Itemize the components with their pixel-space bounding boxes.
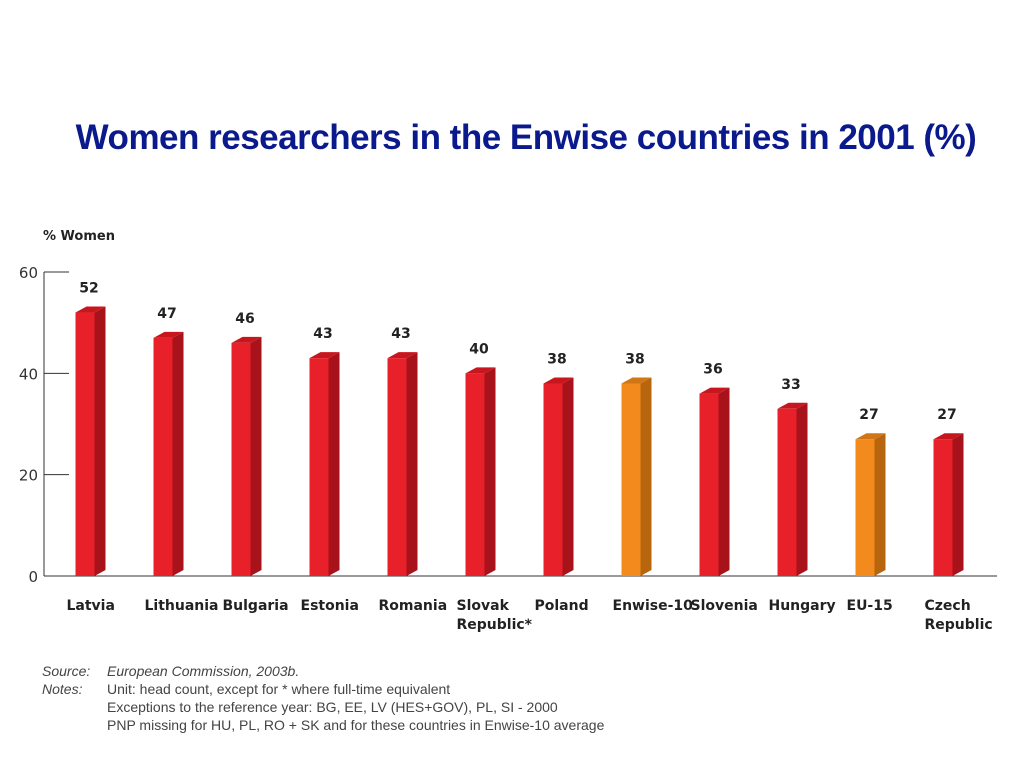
bar-value-label: 43	[313, 326, 332, 342]
category-label: EU-15	[847, 598, 893, 614]
bar-side	[796, 402, 808, 576]
source-row: Source: European Commission, 2003b.	[42, 662, 604, 680]
category-label: Czech	[925, 598, 971, 614]
bar	[777, 408, 797, 576]
bar-value-label: 36	[703, 362, 722, 378]
bar-top	[231, 336, 262, 343]
bar-top	[777, 402, 808, 409]
bar-value-label: 27	[937, 407, 956, 423]
category-label: Bulgaria	[223, 598, 289, 614]
bar-value-label: 47	[157, 306, 176, 322]
bar	[855, 439, 875, 576]
bar-value-label: 40	[469, 341, 489, 357]
category-label: Slovenia	[691, 598, 758, 614]
bar-top	[621, 377, 652, 384]
bar-side	[328, 352, 340, 576]
bar-side	[484, 367, 496, 576]
y-tick-label: 40	[19, 365, 38, 383]
bar-side	[562, 377, 574, 576]
note-line: Unit: head count, except for * where ful…	[107, 681, 451, 697]
bar	[543, 383, 563, 576]
y-tick-label: 0	[28, 568, 38, 586]
bar-value-label: 27	[859, 407, 878, 423]
bar-chart: % Women 0 20 40 60 52 Latvia 47 Lithuania 46 Bulga…	[19, 229, 997, 633]
bar-side	[94, 306, 106, 576]
bar-side	[172, 331, 184, 576]
bar	[231, 342, 251, 576]
bar	[309, 358, 329, 576]
bar-side	[250, 336, 262, 576]
bar-top	[543, 377, 574, 384]
source-text: European Commission, 2003b.	[107, 663, 300, 679]
note-line: PNP missing for HU, PL, RO + SK and for …	[107, 717, 605, 733]
bar-value-label: 43	[391, 326, 410, 342]
y-axis-label: % Women	[43, 229, 115, 244]
category-label: Poland	[535, 598, 589, 614]
category-label: Slovak	[457, 598, 510, 614]
bar-top	[387, 352, 418, 359]
notes-row: Notes: Unit: head count, except for * wh…	[42, 680, 604, 698]
bar-value-label: 33	[781, 377, 800, 393]
category-label: Republic	[925, 617, 993, 633]
bar	[465, 373, 485, 576]
bar-top	[153, 331, 184, 338]
bar	[933, 439, 953, 576]
page-title: Women researchers in the Enwise countrie…	[75, 118, 977, 157]
bar-side	[640, 377, 652, 576]
bar-top	[699, 387, 730, 394]
bar	[387, 358, 407, 576]
bar-side	[406, 352, 418, 576]
bar-top	[855, 433, 886, 440]
bar-top	[465, 367, 496, 374]
chart-notes: Source: European Commission, 2003b. Note…	[42, 662, 604, 734]
category-label: Enwise-10	[613, 598, 694, 614]
category-label: Hungary	[769, 598, 836, 614]
notes-label: Notes:	[42, 681, 83, 697]
bar-value-label: 52	[79, 281, 98, 297]
bar-side	[718, 387, 730, 576]
bar-side	[874, 433, 886, 576]
category-label: Republic*	[457, 617, 533, 633]
notes-row: PNP missing for HU, PL, RO + SK and for …	[42, 716, 604, 734]
bar	[75, 312, 95, 576]
category-label: Estonia	[301, 598, 359, 614]
category-label: Romania	[379, 598, 448, 614]
bar	[153, 337, 173, 576]
bar-value-label: 46	[235, 311, 254, 327]
notes-row: Exceptions to the reference year: BG, EE…	[42, 698, 604, 716]
bar-value-label: 38	[625, 351, 644, 367]
bar-top	[933, 433, 964, 440]
bar-top	[309, 352, 340, 359]
bar-top	[75, 306, 106, 313]
bar	[621, 383, 641, 576]
source-label: Source:	[42, 663, 91, 679]
category-label: Latvia	[67, 598, 115, 614]
category-label: Lithuania	[145, 598, 219, 614]
bar-value-label: 38	[547, 351, 566, 367]
y-tick-label: 60	[19, 264, 38, 282]
y-tick-label: 20	[19, 467, 38, 485]
note-line: Exceptions to the reference year: BG, EE…	[107, 699, 558, 715]
bar-side	[952, 433, 964, 576]
bar	[699, 393, 719, 576]
